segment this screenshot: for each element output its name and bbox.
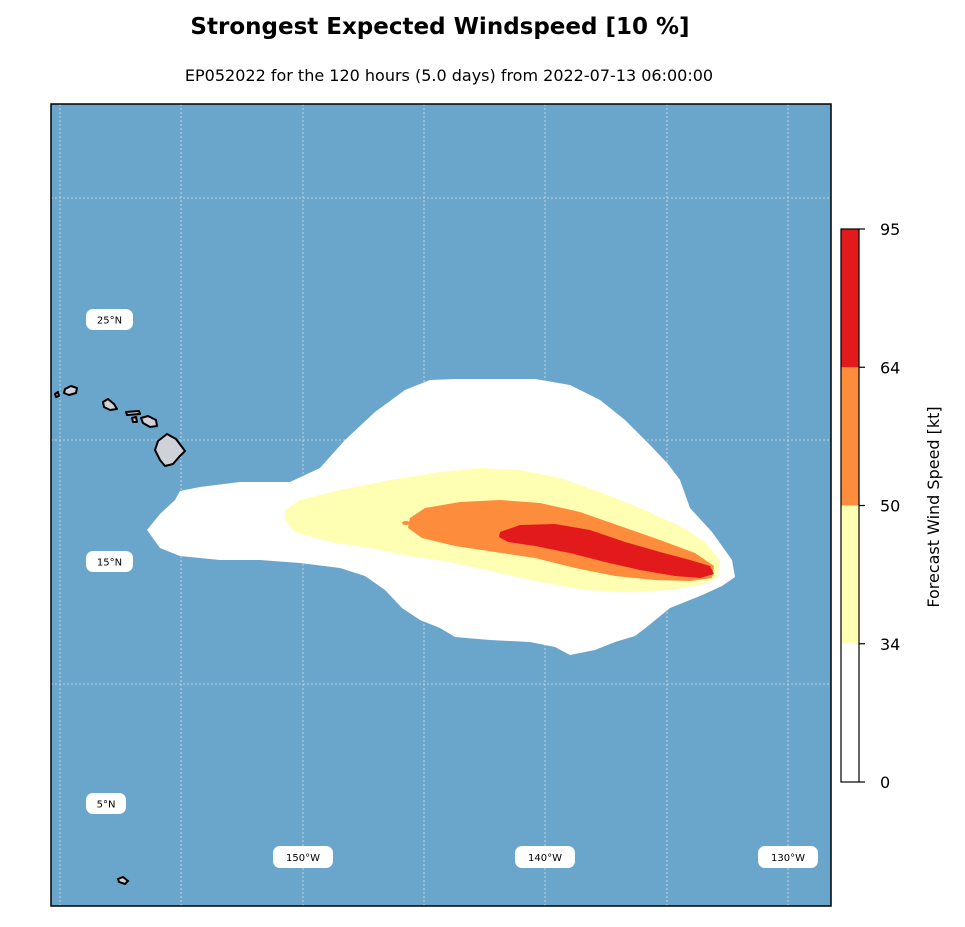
lat-label-box — [86, 551, 133, 572]
colorbar-segment — [841, 643, 859, 782]
island-oahu — [102, 398, 118, 411]
island-molokai — [125, 410, 141, 416]
colorbar: 0 34 50 64 95 — [840, 220, 900, 792]
island-lanai — [131, 416, 138, 423]
lat-label-25n: 25°N — [97, 316, 122, 327]
lat-label-box — [86, 793, 126, 814]
island-maui — [140, 415, 158, 428]
wind-fragment-50-64 — [402, 521, 410, 525]
map-frame — [50, 103, 832, 907]
lon-label-150w: 150°W — [286, 853, 320, 864]
island-niihau — [54, 391, 60, 398]
land-hawaiian-islands — [54, 385, 186, 467]
lon-label-box — [273, 846, 333, 868]
latitude-labels: 25°N 15°N 5°N — [86, 309, 133, 814]
longitude-labels: 150°W 140°W 130°W — [273, 846, 818, 868]
lon-label-140w: 140°W — [528, 853, 562, 864]
lon-label-box — [758, 846, 818, 868]
colorbar-segment — [841, 229, 859, 368]
land-palmyra-atoll — [116, 875, 130, 886]
lon-label-box — [515, 846, 575, 868]
colorbar-tick-label: 95 — [880, 220, 900, 239]
colorbar-tick-label: 0 — [880, 773, 890, 792]
chart-subtitle: EP052022 for the 120 hours (5.0 days) fr… — [184, 66, 714, 85]
lat-label-15n: 15°N — [97, 558, 122, 569]
lat-label-5n: 5°N — [97, 800, 116, 811]
island-hawaii — [154, 433, 186, 467]
chart-title: Strongest Expected Windspeed [10 %] — [190, 14, 690, 40]
wind-band-64-95 — [499, 524, 714, 578]
lon-label-130w: 130°W — [771, 853, 805, 864]
colorbar-segment — [841, 505, 859, 644]
colorbar-tick-label: 34 — [880, 635, 900, 654]
island-kauai — [63, 385, 78, 396]
colorbar-label: Forecast Wind Speed [kt] — [924, 406, 943, 607]
colorbar-tick-label: 50 — [880, 497, 900, 516]
colorbar-tick-label: 64 — [880, 358, 900, 377]
colorbar-segment — [841, 367, 859, 506]
lat-label-box — [86, 309, 133, 330]
